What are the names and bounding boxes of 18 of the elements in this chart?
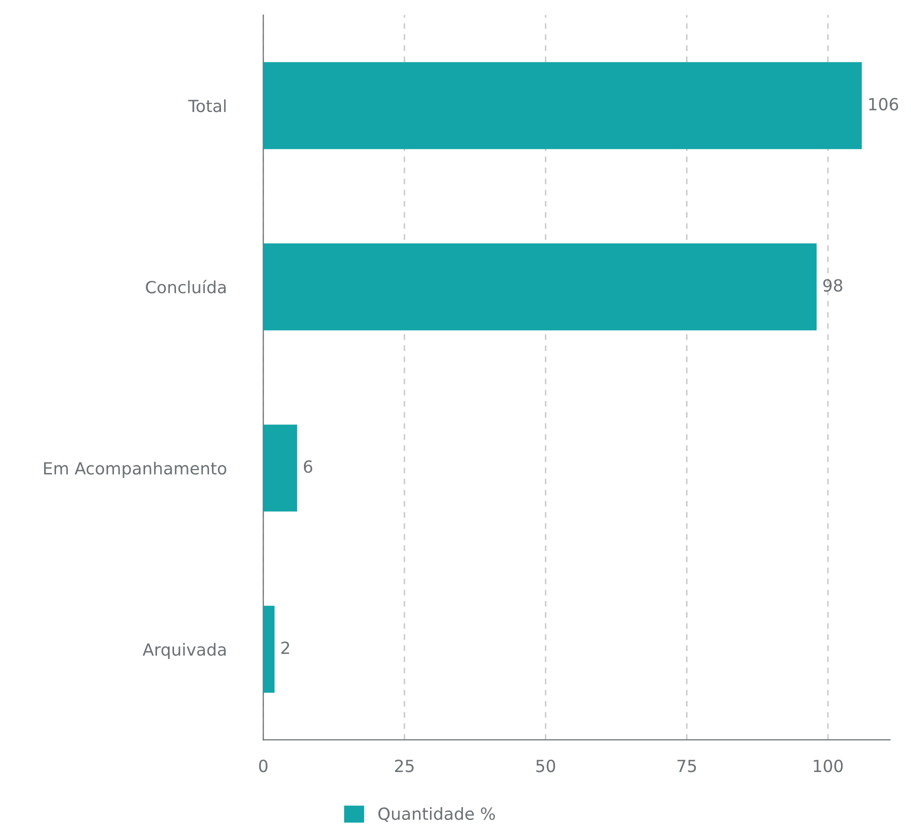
bar (263, 243, 817, 330)
bar (263, 424, 298, 512)
x-tick-label: 25 (395, 760, 414, 772)
x-tick-label: 75 (678, 760, 696, 772)
y-tick-label: Total (188, 99, 226, 112)
data-label: 2 (281, 641, 290, 654)
data-label: 106 (869, 98, 898, 110)
bar (263, 62, 862, 150)
y-tick-label: Arquivada (142, 642, 226, 660)
data-label: 6 (304, 460, 312, 473)
y-tick-label: Em Acompanhamento (44, 462, 226, 478)
x-tick-label: 100 (814, 760, 843, 772)
x-tick-label: 50 (536, 760, 556, 772)
legend-label: Quantidade % (378, 807, 495, 822)
x-tick-label: 0 (259, 760, 268, 772)
y-tick-label: Concluída (146, 280, 226, 294)
bar (263, 606, 275, 693)
data-label: 98 (823, 279, 842, 292)
